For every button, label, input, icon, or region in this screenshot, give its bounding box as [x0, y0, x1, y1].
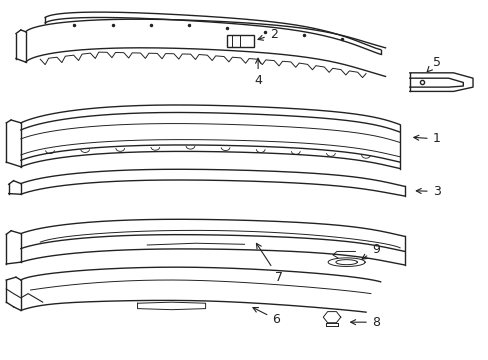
- Text: 8: 8: [350, 316, 379, 329]
- Text: 7: 7: [256, 243, 282, 284]
- Text: 2: 2: [258, 28, 277, 41]
- Bar: [227, 35, 254, 47]
- Text: 9: 9: [361, 243, 379, 259]
- Text: 5: 5: [427, 55, 440, 72]
- Text: 6: 6: [252, 307, 280, 326]
- Text: 4: 4: [254, 58, 262, 87]
- Text: 3: 3: [415, 185, 440, 198]
- Text: 1: 1: [413, 132, 440, 145]
